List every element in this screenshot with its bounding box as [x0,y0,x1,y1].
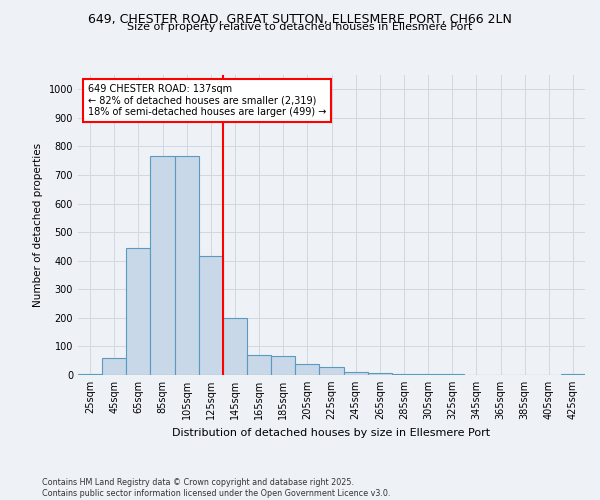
Bar [126,248,151,375]
Bar [368,372,392,375]
Bar [416,374,440,375]
X-axis label: Distribution of detached houses by size in Ellesmere Port: Distribution of detached houses by size … [172,428,491,438]
Bar [271,356,295,375]
Bar [319,367,344,375]
Bar [102,358,126,375]
Bar [199,256,223,375]
Text: 649, CHESTER ROAD, GREAT SUTTON, ELLESMERE PORT, CH66 2LN: 649, CHESTER ROAD, GREAT SUTTON, ELLESME… [88,12,512,26]
Bar [78,374,102,375]
Bar [561,374,585,375]
Text: 649 CHESTER ROAD: 137sqm
← 82% of detached houses are smaller (2,319)
18% of sem: 649 CHESTER ROAD: 137sqm ← 82% of detach… [88,84,326,117]
Y-axis label: Number of detached properties: Number of detached properties [33,143,43,307]
Bar [295,364,319,375]
Text: Contains HM Land Registry data © Crown copyright and database right 2025.
Contai: Contains HM Land Registry data © Crown c… [42,478,391,498]
Bar [392,374,416,375]
Bar [440,374,464,375]
Bar [175,156,199,375]
Bar [151,156,175,375]
Bar [223,318,247,375]
Bar [247,355,271,375]
Text: Size of property relative to detached houses in Ellesmere Port: Size of property relative to detached ho… [127,22,473,32]
Bar [344,372,368,375]
